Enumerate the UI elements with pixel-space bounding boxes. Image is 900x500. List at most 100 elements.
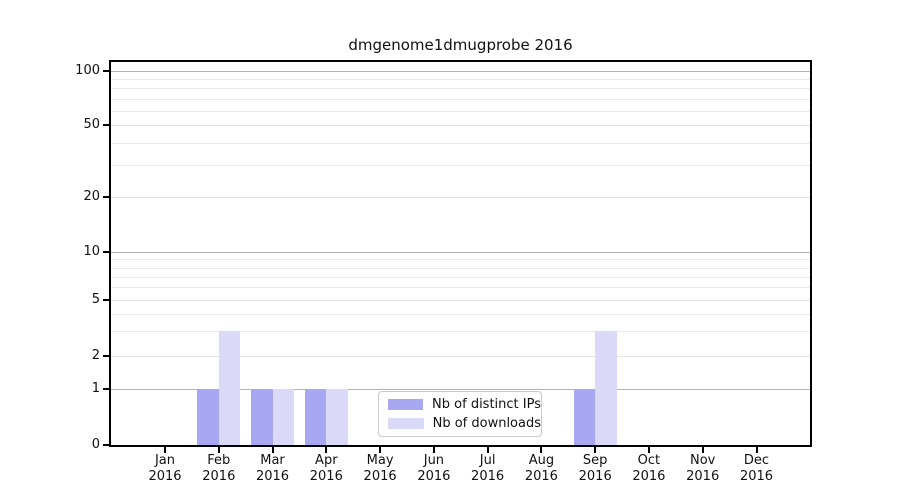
- x-tick-mark-apr: [325, 447, 328, 453]
- x-tick-year: 2016: [739, 469, 774, 484]
- x-tick-label-oct: Oct 2016: [621, 453, 677, 485]
- x-tick-label-aug: Aug 2016: [513, 453, 569, 485]
- y-tick-mark-2: [103, 354, 110, 357]
- x-tick-label-jul: Jul 2016: [460, 453, 516, 485]
- x-tick-mark-jan: [164, 447, 166, 453]
- y-gridline-minor: [111, 88, 810, 90]
- legend-item-distinct-ips: Nb of distinct IPs: [388, 397, 541, 412]
- x-tick-mark-jul: [486, 447, 489, 453]
- y-tick-mark-10: [103, 251, 110, 253]
- y-gridline-minor: [111, 110, 810, 112]
- legend-label-downloads: Nb of downloads: [432, 416, 541, 431]
- y-gridline-50: [111, 125, 810, 126]
- x-tick-year: 2016: [686, 469, 720, 484]
- x-tick-month: Oct: [637, 453, 661, 468]
- y-gridline-minor: [111, 165, 810, 167]
- y-gridline-minor: [111, 276, 810, 278]
- x-tick-month: Jul: [479, 453, 496, 468]
- y-gridline-minor: [111, 259, 810, 261]
- bar-distinct-ips-sep: [573, 389, 596, 445]
- y-tick-mark-100: [103, 70, 110, 72]
- y-gridline-minor: [111, 313, 810, 315]
- x-tick-label-may: May 2016: [352, 453, 408, 485]
- y-gridline-minor: [111, 267, 810, 269]
- y-gridline-1: [111, 389, 810, 391]
- y-gridline-20: [111, 197, 810, 198]
- x-tick-mark-jun: [432, 447, 435, 453]
- x-tick-mark-mar: [271, 447, 274, 453]
- x-tick-label-mar: Mar 2016: [245, 453, 301, 485]
- x-tick-mark-aug: [540, 447, 543, 453]
- x-tick-mark-sep: [594, 447, 597, 453]
- y-tick-label-1: 1: [91, 381, 100, 396]
- legend-item-downloads: Nb of downloads: [388, 416, 541, 431]
- y-tick-label-2: 2: [91, 347, 100, 363]
- x-tick-mark-feb: [217, 447, 220, 453]
- x-tick-month: Jun: [423, 453, 445, 468]
- x-tick-month: May: [366, 453, 394, 468]
- y-gridline-minor: [111, 287, 810, 289]
- y-gridline-10: [111, 252, 810, 254]
- x-tick-month: Sep: [582, 453, 608, 468]
- x-tick-month: Dec: [743, 453, 770, 468]
- x-tick-month: Mar: [260, 453, 285, 468]
- y-tick-label-10: 10: [83, 244, 100, 259]
- legend-swatch-distinct-ips: [388, 399, 424, 410]
- bar-distinct-ips-mar: [251, 389, 273, 445]
- legend: Nb of distinct IPs Nb of downloads: [378, 391, 542, 437]
- y-gridline-5: [111, 300, 810, 301]
- x-tick-label-apr: Apr 2016: [298, 453, 354, 485]
- y-tick-mark-5: [103, 299, 110, 301]
- y-gridline-100: [111, 71, 810, 73]
- y-gridline-minor: [111, 142, 810, 144]
- x-tick-label-jun: Jun 2016: [406, 453, 462, 485]
- x-tick-year: 2016: [578, 469, 612, 484]
- x-tick-label-jan: Jan 2016: [137, 453, 193, 485]
- x-tick-label-feb: Feb 2016: [191, 453, 247, 485]
- bar-downloads-mar: [272, 389, 294, 445]
- x-tick-label-dec: Dec 2016: [729, 453, 785, 485]
- bar-downloads-feb: [218, 330, 241, 445]
- y-tick-label-100: 100: [75, 63, 100, 78]
- x-tick-month: Jan: [154, 453, 176, 468]
- x-tick-month: Aug: [528, 453, 555, 468]
- y-tick-mark-0: [103, 444, 110, 446]
- y-gridline-2: [111, 355, 810, 357]
- x-tick-year: 2016: [363, 469, 397, 484]
- y-tick-label-20: 20: [83, 189, 100, 204]
- y-gridline-minor: [111, 330, 810, 332]
- legend-swatch-downloads: [388, 418, 424, 429]
- legend-label-distinct-ips: Nb of distinct IPs: [432, 397, 541, 412]
- x-tick-month: Feb: [207, 453, 231, 468]
- y-tick-label-50: 50: [83, 117, 100, 132]
- x-tick-year: 2016: [202, 469, 236, 484]
- y-gridline-minor: [111, 98, 810, 100]
- x-tick-mark-dec: [755, 447, 758, 453]
- x-tick-mark-may: [379, 447, 382, 453]
- x-tick-year: 2016: [255, 469, 290, 484]
- y-gridline-minor: [111, 79, 810, 81]
- bar-distinct-ips-feb: [197, 389, 219, 445]
- x-tick-mark-nov: [701, 447, 704, 453]
- chart-title: dmgenome1dmugprobe 2016: [348, 36, 573, 54]
- x-tick-year: 2016: [524, 469, 558, 484]
- x-tick-year: 2016: [309, 469, 343, 484]
- x-tick-month: Nov: [690, 453, 716, 468]
- y-tick-label-5: 5: [91, 292, 100, 307]
- x-tick-year: 2016: [632, 469, 666, 484]
- x-tick-month: Apr: [315, 453, 338, 468]
- y-tick-label-0: 0: [91, 437, 100, 452]
- bar-downloads-apr: [326, 389, 348, 445]
- x-tick-label-sep: Sep 2016: [567, 453, 623, 485]
- y-tick-mark-20: [103, 196, 110, 198]
- y-tick-mark-1: [103, 388, 110, 390]
- y-tick-mark-50: [103, 124, 110, 126]
- x-tick-year: 2016: [471, 469, 505, 484]
- x-tick-year: 2016: [148, 469, 182, 484]
- bar-downloads-sep: [595, 330, 617, 445]
- x-tick-year: 2016: [417, 469, 451, 484]
- bar-distinct-ips-apr: [304, 389, 327, 445]
- x-tick-mark-oct: [647, 447, 650, 453]
- x-tick-label-nov: Nov 2016: [675, 453, 731, 485]
